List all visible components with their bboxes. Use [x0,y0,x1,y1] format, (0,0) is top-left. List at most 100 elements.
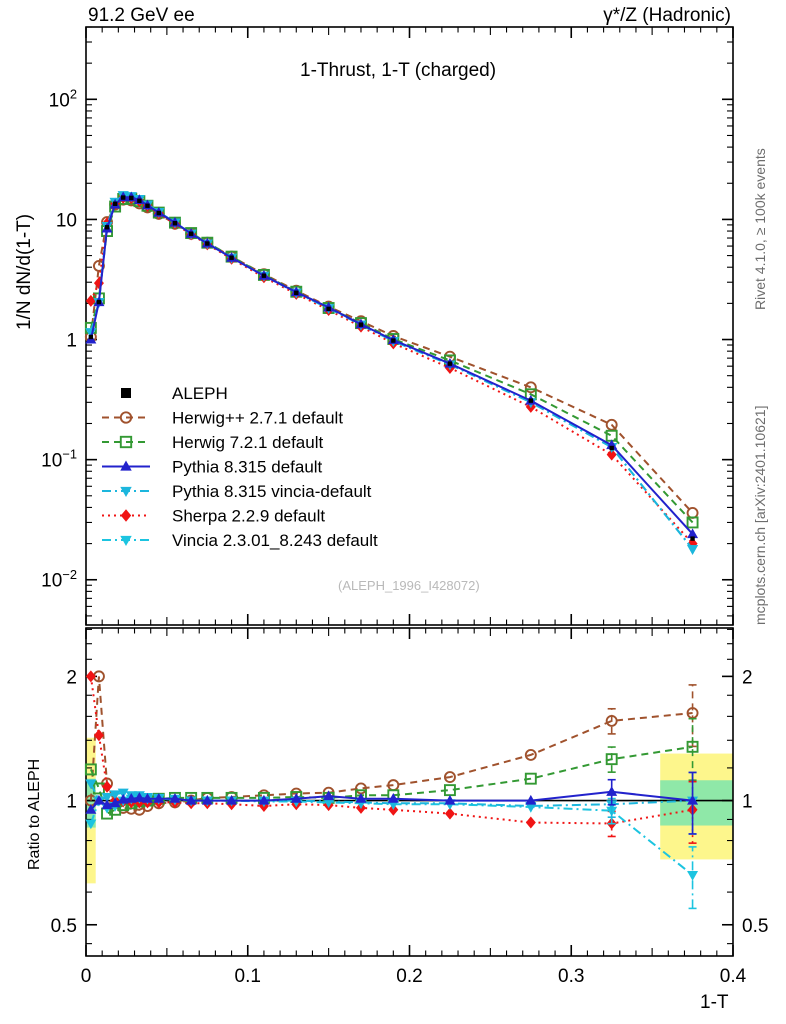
data-marker [525,816,536,829]
data-marker [524,381,537,394]
svg-text:2: 2 [742,667,753,688]
data-marker [605,418,618,431]
data-marker [447,361,453,366]
data-marker [687,528,699,539]
svg-text:0.4: 0.4 [720,966,747,987]
error-bar [688,771,697,835]
error-bar [688,846,697,910]
data-marker [258,794,270,805]
svg-text:0.5: 0.5 [742,916,768,937]
ratio-series-pythia-8-315-default [85,771,699,835]
data-marker [104,225,110,230]
sidenote-rivet: Rivet 4.1.0, ≥ 100k events [752,148,768,310]
header-left-label: 91.2 GeV ee [88,5,195,26]
data-marker [129,195,134,201]
data-marker [609,445,614,451]
legend-label: Herwig++ 2.7.1 default [172,409,343,428]
data-marker [101,799,113,810]
data-marker [85,804,97,814]
data-marker [294,290,299,295]
svg-text:1: 1 [742,792,753,813]
data-marker [96,299,102,305]
svg-text:0.5: 0.5 [51,916,77,937]
axis-tick-label: 0.2 [396,966,422,987]
data-marker [120,460,132,471]
error-bar [607,707,616,735]
data-marker [524,772,537,785]
data-marker [85,779,97,790]
data-marker [153,793,165,803]
legend-label: ALEPH [172,384,228,403]
data-marker [524,748,537,761]
data-marker [119,435,133,449]
data-marker [323,301,335,312]
data-marker [355,793,367,803]
svg-text:10−1: 10−1 [41,447,77,472]
data-marker [201,794,213,805]
axis-tick-label: 10−2 [41,567,77,592]
panel-frame [85,627,734,957]
axis-tick-label: 10−1 [41,447,77,472]
data-marker [84,763,97,776]
legend-label: Sherpa 2.2.9 default [172,507,325,526]
axis-tick-label: 1 [66,331,77,352]
axis-tick-label: 10 [56,210,77,231]
data-marker [261,273,267,278]
data-marker [606,439,618,450]
svg-text:0.2: 0.2 [396,966,422,987]
data-marker [391,338,396,343]
data-marker [172,221,178,226]
svg-text:0: 0 [81,966,92,987]
data-marker [119,411,133,424]
svg-text:2: 2 [66,667,77,688]
data-marker [229,255,234,260]
data-marker [226,794,238,805]
data-marker [358,322,364,327]
data-marker [169,793,181,803]
data-marker [528,398,534,403]
legend-label: Pythia 8.315 default [172,458,323,477]
data-marker [121,195,126,200]
error-bar [607,746,616,773]
main-title: 1-Thrust, 1-T (charged) [300,60,497,81]
legend-entry: Pythia 8.315 default [102,458,323,477]
data-marker [686,516,699,529]
error-bar [607,778,616,806]
legend-entry: Pythia 8.315 vincia-default [102,482,372,501]
legend-label: Pythia 8.315 vincia-default [172,482,372,501]
legend-label: Herwig 7.2.1 default [172,433,323,452]
axis-tick-label: 102 [49,86,77,111]
series-line [89,676,693,825]
data-marker [326,306,331,312]
axis-tick-label: 2 [742,667,753,688]
data-marker [133,792,145,802]
axis-tick-label: 0.5 [742,916,768,937]
data-marker [141,793,153,803]
data-marker [92,259,105,272]
data-marker [606,448,617,461]
data-marker [112,201,118,206]
data-marker [102,780,113,793]
svg-text:102: 102 [49,86,77,111]
data-marker [323,790,335,801]
data-marker [137,198,142,203]
legend-entry: Sherpa 2.2.9 default [102,507,325,526]
data-marker [120,486,132,497]
data-marker [205,241,210,246]
legend-entry: ALEPH [121,384,228,403]
ratio-uncertainty-band-green [86,778,96,828]
main-ylabel: 1/N dN/d(1-T) [14,213,35,330]
data-marker [117,793,129,804]
axis-tick-label: 0.5 [51,916,77,937]
data-marker [85,294,96,307]
data-marker [125,793,137,803]
legend-entry: Vincia 2.3.01_8.243 default [102,531,378,550]
header-right-label: γ*/Z (Hadronic) [603,5,731,26]
data-marker [687,545,699,555]
axis-tick-label: 1 [66,792,77,813]
data-marker [88,334,94,340]
svg-text:1: 1 [66,331,77,352]
svg-text:10−2: 10−2 [41,567,77,592]
legend-entry: Herwig 7.2.1 default [102,433,323,452]
